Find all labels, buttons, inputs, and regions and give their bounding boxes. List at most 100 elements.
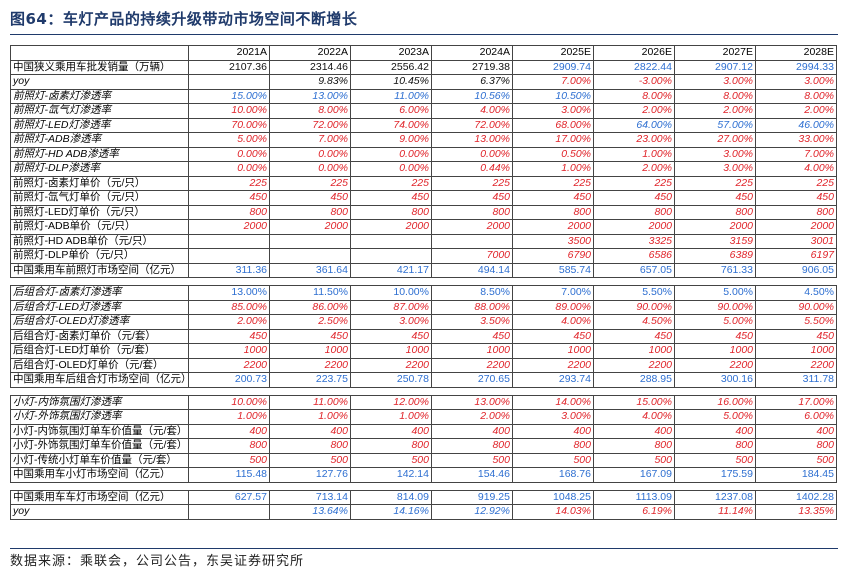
value-cell: 1000 (755, 343, 837, 359)
value-cell: 225 (674, 175, 756, 191)
value-cell (350, 248, 432, 264)
value-cell: 800 (512, 438, 594, 454)
value-cell: 11.00% (269, 394, 351, 410)
row-label: 中国乘用车前照灯市场空间（亿元） (10, 262, 189, 278)
value-cell: 68.00% (512, 117, 594, 133)
value-cell: 33.00% (755, 132, 837, 148)
value-cell: 1000 (431, 343, 513, 359)
value-cell: 0.00% (431, 146, 513, 162)
value-cell: 8.00% (674, 88, 756, 104)
value-cell: 500 (674, 452, 756, 468)
value-cell: 10.45% (350, 74, 432, 90)
value-cell: 450 (431, 190, 513, 206)
value-cell: 85.00% (188, 299, 270, 315)
value-cell: 2556.42 (350, 59, 432, 75)
table-row: 小灯-外饰氛围灯渗透率 1.00% 1.00% 1.00% 2.00% 3.00% 4.00… (10, 409, 837, 425)
value-cell: 70.00% (188, 117, 270, 133)
value-cell: 12.92% (431, 504, 513, 520)
value-cell: 10.00% (188, 394, 270, 410)
row-label: 前照灯-DLP渗透率 (10, 161, 189, 177)
value-cell: 184.45 (755, 467, 837, 483)
table-row: 前照灯-卤素灯单价（元/只） 225 225 225 225 225 225 225 225 (10, 175, 837, 191)
value-cell: 3.00% (674, 146, 756, 162)
value-cell: 88.00% (431, 299, 513, 315)
value-cell: 127.76 (269, 467, 351, 483)
value-cell: 10.00% (350, 285, 432, 301)
value-cell (188, 248, 270, 264)
table-row: 前照灯-氙气灯渗透率 10.00% 8.00% 6.00% 4.00% 3.00% 2.00… (10, 103, 837, 119)
value-cell: 361.64 (269, 262, 351, 278)
value-cell: 74.00% (350, 117, 432, 133)
value-cell: 400 (431, 423, 513, 439)
value-cell: 3159 (674, 233, 756, 249)
value-cell: 3500 (512, 233, 594, 249)
value-cell: 2200 (755, 357, 837, 373)
value-cell: 2909.74 (512, 59, 594, 75)
value-cell: 3.00% (512, 103, 594, 119)
value-cell: 6.00% (350, 103, 432, 119)
value-cell: 800 (350, 204, 432, 220)
row-label: 前照灯-DLP单价（元/只） (10, 248, 189, 264)
value-cell: 64.00% (593, 117, 675, 133)
value-cell (188, 504, 270, 520)
table-row: 前照灯-HD ADB渗透率 0.00% 0.00% 0.00% 0.00% 0.50% 1.… (10, 146, 837, 162)
value-cell: 450 (350, 190, 432, 206)
row-label: 后组合灯-OLED灯渗透率 (10, 314, 189, 330)
value-cell: 400 (755, 423, 837, 439)
value-cell: 1.00% (269, 409, 351, 425)
spacer-cell (10, 386, 837, 396)
value-cell: 5.00% (188, 132, 270, 148)
value-cell: 6.00% (755, 409, 837, 425)
row-label: 中国乘用车后组合灯市场空间（亿元） (10, 372, 189, 388)
value-cell: 5.50% (755, 314, 837, 330)
value-cell: 2000 (755, 219, 837, 235)
value-cell: 2.00% (674, 103, 756, 119)
market-table: 2021A 2022A 2023A 2024A 2025E 2026E 2027… (10, 45, 837, 520)
value-cell (269, 233, 351, 249)
value-cell: 9.00% (350, 132, 432, 148)
value-cell: 4.50% (593, 314, 675, 330)
title-rule (10, 34, 838, 35)
table-row: 前照灯-卤素灯渗透率 15.00% 13.00% 11.00% 10.56% 10.50%… (10, 88, 837, 104)
value-cell: 1000 (269, 343, 351, 359)
row-label: 小灯-外饰氛围灯渗透率 (10, 409, 189, 425)
value-cell: 2.00% (593, 103, 675, 119)
value-cell: 16.00% (674, 394, 756, 410)
value-cell: 11.14% (674, 504, 756, 520)
value-cell: 72.00% (431, 117, 513, 133)
value-cell: 10.00% (188, 103, 270, 119)
value-cell: 400 (512, 423, 594, 439)
row-label: 小灯-内饰氛围灯渗透率 (10, 394, 189, 410)
value-cell: 90.00% (593, 299, 675, 315)
value-cell: 450 (593, 190, 675, 206)
value-cell: 3.50% (431, 314, 513, 330)
value-cell (431, 233, 513, 249)
year-header: 2028E (755, 45, 837, 61)
table-row: 前照灯-氙气灯单价（元/只） 450 450 450 450 450 450 450 450 (10, 190, 837, 206)
value-cell: 4.00% (431, 103, 513, 119)
value-cell: 500 (188, 452, 270, 468)
value-cell: 450 (674, 328, 756, 344)
value-cell: 175.59 (674, 467, 756, 483)
value-cell: 300.16 (674, 372, 756, 388)
table-row: 后组合灯-卤素灯单价（元/套） 450 450 450 450 450 450 450 450 (10, 328, 837, 344)
value-cell: 800 (593, 438, 675, 454)
figure-title: 图64：车灯产品的持续升级带动市场空间不断增长 (10, 10, 358, 28)
value-cell: 2200 (431, 357, 513, 373)
value-cell: 2000 (350, 219, 432, 235)
value-cell: 2.00% (188, 314, 270, 330)
value-cell: 1.00% (593, 146, 675, 162)
value-cell: 7.00% (755, 146, 837, 162)
value-cell: 2000 (431, 219, 513, 235)
table-row: yoy 13.64% 14.16% 12.92% 14.03% 6.19% 11.14% 13… (10, 504, 837, 520)
year-header: 2026E (593, 45, 675, 61)
table-row: 小灯-外饰氛围灯单车价值量（元/套） 800 800 800 800 800 800 800 8… (10, 438, 837, 454)
value-cell: 400 (269, 423, 351, 439)
value-cell (188, 74, 270, 90)
year-header: 2027E (674, 45, 756, 61)
value-cell: 13.00% (269, 88, 351, 104)
value-cell: 2.00% (755, 103, 837, 119)
value-cell: 250.78 (350, 372, 432, 388)
value-cell: 23.00% (593, 132, 675, 148)
row-label: 前照灯-ADB单价（元/只） (10, 219, 189, 235)
